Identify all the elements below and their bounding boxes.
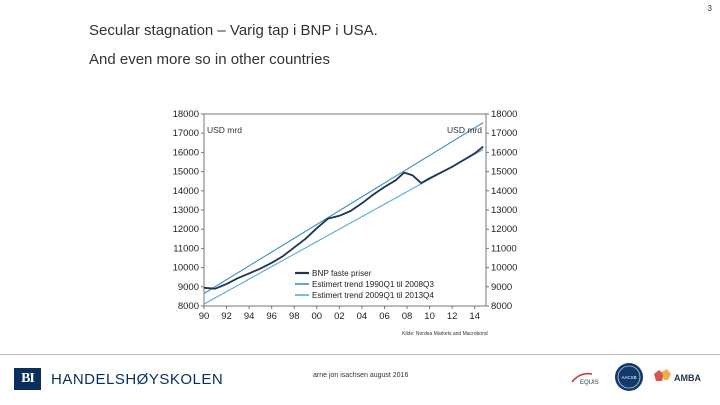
- x-axis-ticks: 90 92 94 96 98 00 02 04 06 08 10 12 14: [199, 306, 480, 322]
- page-number: 3: [707, 4, 712, 13]
- right-unit-label: USD mrd: [447, 125, 482, 135]
- amba-label: AMBA: [674, 373, 701, 383]
- amba-logo: AMBA: [654, 369, 701, 383]
- left-tick-label: 14000: [173, 186, 199, 197]
- bi-logo-mark: BI: [14, 368, 41, 390]
- footer-divider: [0, 354, 720, 355]
- right-tick-label: 15000: [491, 167, 517, 178]
- x-tick-label: 92: [221, 311, 232, 322]
- x-tick-label: 00: [312, 311, 323, 322]
- equis-logo: EQUIS: [571, 372, 599, 386]
- accreditation-logos: EQUIS AACSB AMBA: [571, 363, 701, 391]
- x-tick-label: 02: [334, 311, 345, 322]
- x-tick-label: 98: [289, 311, 300, 322]
- x-tick-label: 04: [357, 311, 368, 322]
- legend-label: BNP faste priser: [312, 269, 372, 278]
- chart-source: Kilde: Nordea Markets and Macrobond: [402, 331, 488, 337]
- left-tick-label: 9000: [178, 282, 199, 293]
- right-tick-label: 11000: [491, 243, 517, 254]
- left-unit-label: USD mrd: [207, 125, 242, 135]
- right-tick-label: 8000: [491, 301, 512, 312]
- right-tick-label: 10000: [491, 263, 517, 274]
- series-line-0: [203, 145, 484, 290]
- x-tick-label: 06: [379, 311, 390, 322]
- slide-title: Secular stagnation – Varig tap i BNP i U…: [89, 22, 378, 39]
- legend-label: Estimert trend 1990Q1 til 2008Q3: [312, 280, 434, 289]
- left-axis-ticks: 8000 9000 10000 11000 12000 13000 14000 15000 16…: [173, 109, 204, 312]
- x-tick-label: 12: [447, 311, 458, 322]
- institution-name: HANDELSHØYSKOLEN: [51, 370, 224, 388]
- series-line-1: [203, 122, 484, 294]
- series-layer: [203, 122, 484, 305]
- left-tick-label: 17000: [173, 128, 199, 139]
- x-tick-label: 94: [244, 311, 255, 322]
- left-tick-label: 15000: [173, 167, 199, 178]
- left-tick-label: 18000: [173, 109, 199, 120]
- right-tick-label: 14000: [491, 186, 517, 197]
- aacsb-label: AACSB: [621, 375, 636, 380]
- legend: BNP faste priser Estimert trend 1990Q1 ti…: [295, 269, 434, 300]
- legend-label: Estimert trend 2009Q1 til 2013Q4: [312, 291, 434, 300]
- equis-label: EQUIS: [580, 380, 599, 386]
- x-tick-label: 08: [402, 311, 413, 322]
- right-tick-label: 17000: [491, 128, 517, 139]
- presenter-footer: arne jon isachsen august 2016: [313, 372, 409, 379]
- x-tick-label: 90: [199, 311, 210, 322]
- x-tick-label: 14: [469, 311, 480, 322]
- right-axis-ticks: 8000 9000 10000 11000 12000 13000 14000 15000 16…: [486, 109, 517, 312]
- right-tick-label: 13000: [491, 205, 517, 216]
- left-tick-label: 10000: [173, 263, 199, 274]
- left-tick-label: 11000: [173, 243, 199, 254]
- left-tick-label: 12000: [173, 224, 199, 235]
- aacsb-logo: AACSB: [615, 363, 643, 391]
- right-tick-label: 18000: [491, 109, 517, 120]
- right-tick-label: 12000: [491, 224, 517, 235]
- slide-subtitle: And even more so in other countries: [89, 51, 330, 68]
- left-tick-label: 8000: [178, 301, 199, 312]
- left-tick-label: 16000: [173, 147, 199, 158]
- right-tick-label: 16000: [491, 147, 517, 158]
- plot-frame: [203, 113, 487, 307]
- bi-logo: BI HANDELSHØYSKOLEN: [14, 368, 223, 390]
- left-tick-label: 13000: [173, 205, 199, 216]
- right-tick-label: 9000: [491, 282, 512, 293]
- gdp-chart: 8000900010000110001200013000140001500016…: [173, 109, 518, 337]
- x-tick-label: 10: [424, 311, 435, 322]
- x-tick-label: 96: [266, 311, 277, 322]
